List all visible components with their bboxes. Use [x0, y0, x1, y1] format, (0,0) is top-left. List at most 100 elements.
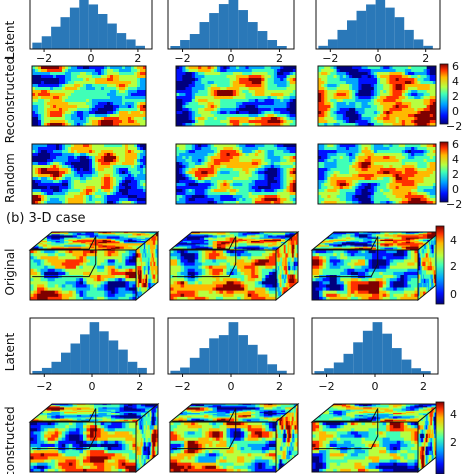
- histogram-bar: [170, 370, 181, 374]
- x-tick-label: 0: [89, 380, 96, 393]
- histogram-bar: [137, 367, 147, 374]
- row-label-random-2d: Random: [3, 153, 17, 203]
- histogram-bar: [218, 4, 229, 49]
- x-tick-label: 2: [422, 52, 429, 65]
- histogram-bar: [247, 344, 258, 374]
- x-tick-label: 2: [276, 52, 283, 65]
- colorbar-reconstructed-3d: 4 2: [435, 401, 457, 474]
- histogram-latent-3d-col2: −2 0 2: [167, 317, 295, 393]
- cb-tick: 2: [450, 260, 457, 273]
- histogram-bar: [108, 340, 119, 374]
- row-label-reconstructed-2d: Reconstructed: [3, 57, 17, 144]
- histogram-bar: [41, 367, 52, 374]
- histogram-bar: [218, 335, 229, 374]
- cb-tick: 6: [452, 138, 459, 151]
- reconstructed-3d-block-col1: [28, 402, 160, 474]
- cb-tick: 2: [450, 436, 457, 449]
- histogram-bar: [347, 20, 357, 49]
- histogram-bar: [318, 45, 328, 49]
- histogram-bar: [247, 22, 258, 49]
- histogram-bar: [116, 33, 127, 49]
- row-label-reconstructed-3d: constructed: [3, 406, 17, 474]
- cb-tick: 0: [452, 105, 459, 118]
- x-tick-label: 0: [228, 52, 235, 65]
- original-3d-block-col1: [28, 230, 160, 302]
- histogram-bar: [32, 370, 42, 374]
- histogram-bar: [391, 348, 402, 374]
- histogram-latent-2d-col1: −2 0 2: [29, 0, 153, 65]
- histogram-bar: [413, 39, 424, 49]
- histogram-bar: [88, 4, 99, 49]
- x-tick-label: −2: [174, 380, 190, 393]
- histogram-bar: [267, 40, 278, 49]
- row-label-latent-3d: Latent: [3, 332, 17, 371]
- histogram-bar: [51, 26, 61, 49]
- histogram-bar: [170, 46, 181, 49]
- x-tick-label: −2: [36, 52, 52, 65]
- histogram-bar: [394, 17, 405, 49]
- histogram-bar: [238, 335, 248, 374]
- histogram-bar: [60, 17, 70, 49]
- random-field-col1: [31, 143, 147, 205]
- histogram-bar: [337, 29, 347, 49]
- histogram-bar: [238, 10, 248, 49]
- histogram-bar: [107, 23, 117, 49]
- histogram-bar: [199, 22, 210, 49]
- histogram-bar: [209, 13, 219, 49]
- x-tick-label: 0: [228, 380, 235, 393]
- histogram-bar: [89, 322, 100, 374]
- histogram-bar: [180, 367, 190, 374]
- histogram-latent-3d-col1: −2 0 2: [29, 317, 155, 393]
- original-3d-block-col2: [168, 230, 300, 302]
- cb-tick: −2: [446, 120, 462, 133]
- histogram-bar: [366, 4, 376, 49]
- histogram-bar: [180, 40, 190, 49]
- histogram-bar: [32, 42, 42, 49]
- x-tick-label: −2: [322, 52, 338, 65]
- cb-tick: 6: [452, 60, 459, 73]
- x-tick-label: 2: [276, 380, 283, 393]
- cb-tick: 4: [450, 234, 457, 247]
- histogram-bar: [79, 0, 89, 50]
- histogram-bar: [372, 322, 383, 374]
- reconstructed-field-col2: [175, 65, 297, 127]
- histogram-bar: [99, 331, 109, 374]
- histogram-bar: [277, 370, 287, 374]
- histogram-bar: [324, 368, 334, 374]
- histogram-bar: [209, 338, 219, 374]
- histogram-bar: [98, 13, 108, 49]
- histogram-bar: [61, 352, 71, 374]
- histogram-bar: [421, 371, 431, 374]
- original-3d-block-col3: [310, 230, 442, 302]
- cb-tick: 4: [450, 408, 457, 421]
- x-tick-label: 2: [420, 380, 427, 393]
- histogram-bar: [314, 371, 325, 374]
- histogram-latent-3d-col3: −2 0 2: [311, 317, 439, 393]
- x-tick-label: 0: [372, 380, 379, 393]
- reconstructed-3d-block-col2: [168, 402, 300, 474]
- histogram-bar: [126, 39, 136, 49]
- histogram-bar: [228, 322, 239, 374]
- histogram-bar: [189, 34, 200, 49]
- row-label-latent-top: Latent: [3, 20, 17, 59]
- histogram-latent-2d-col3: −2 0 2: [315, 0, 441, 65]
- x-tick-label: 0: [375, 52, 382, 65]
- x-tick-label: −2: [174, 52, 190, 65]
- panel-b-title: (b) 3-D case: [6, 211, 86, 226]
- histogram-bar: [401, 359, 412, 374]
- random-field-col3: [317, 143, 437, 205]
- colorbar-original-3d: 4 2 0: [435, 225, 457, 305]
- x-tick-label: −2: [36, 380, 52, 393]
- histogram-bar: [404, 29, 414, 49]
- histogram-bar: [385, 7, 395, 50]
- x-tick-label: 2: [134, 52, 141, 65]
- cb-tick: 4: [452, 75, 459, 88]
- cb-tick: 2: [452, 90, 459, 103]
- histogram-bar: [411, 368, 422, 374]
- histogram-bar: [199, 348, 210, 374]
- row-label-original-3d: Original: [3, 249, 17, 296]
- histogram-bar: [51, 361, 61, 374]
- x-tick-label: 2: [136, 380, 143, 393]
- reconstructed-3d-block-col3: [310, 402, 442, 474]
